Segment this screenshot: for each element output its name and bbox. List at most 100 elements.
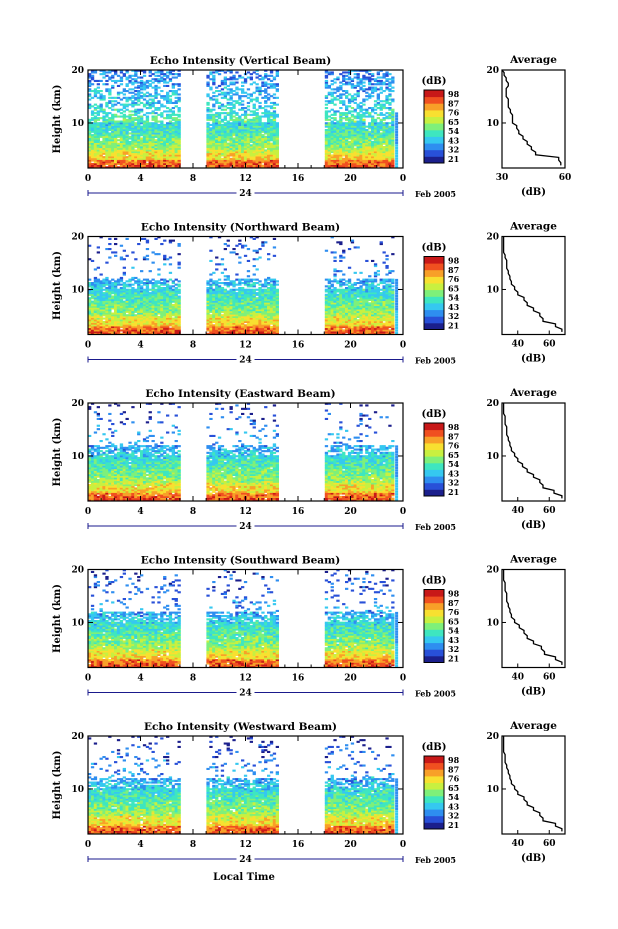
heatmap-cell: [206, 118, 210, 121]
heatmap-cell: [365, 88, 369, 91]
heatmap-cell: [166, 122, 170, 125]
heatmap-cell: [88, 84, 92, 87]
heatmap-cell: [333, 166, 337, 169]
heatmap-cell: [209, 278, 213, 281]
heatmap-cell: [353, 130, 357, 133]
heatmap-cell: [163, 73, 167, 76]
heatmap-cell: [232, 81, 236, 84]
heatmap-cell: [168, 139, 173, 142]
heatmap-cell: [99, 302, 103, 305]
heatmap-cell: [119, 154, 124, 157]
heatmap-cell: [217, 140, 222, 143]
heatmap-cell: [119, 123, 124, 126]
heatmap-cell: [339, 159, 343, 162]
heatmap-cell: [391, 162, 395, 165]
heatmap-cell: [258, 125, 262, 128]
heatmap-cell: [241, 151, 245, 154]
heatmap-cell: [88, 305, 92, 308]
heatmap-cell: [220, 263, 225, 266]
heatmap-cell: [168, 122, 173, 125]
heatmap-cell: [154, 118, 158, 121]
heatmap-cell: [353, 151, 357, 154]
heatmap-cell: [206, 76, 210, 79]
heatmap-cell: [177, 166, 181, 169]
heatmap-cell: [142, 132, 147, 135]
heatmap-cell: [272, 103, 277, 106]
heatmap-cell: [373, 103, 378, 106]
heatmap-cell: [395, 152, 399, 155]
heatmap-cell: [336, 149, 340, 152]
heatmap-cell: [88, 83, 92, 86]
heatmap-cell: [105, 88, 109, 91]
heatmap-cell: [134, 112, 138, 115]
heatmap-cell: [102, 139, 106, 142]
heatmap-cell: [93, 320, 98, 323]
heatmap-cell: [148, 159, 152, 162]
heatmap-cell: [342, 139, 346, 142]
heatmap-cell: [99, 287, 103, 290]
heatmap-cell: [353, 76, 357, 79]
heatmap-cell: [177, 125, 181, 128]
heatmap-cell: [391, 130, 395, 133]
heatmap-cell: [108, 107, 112, 110]
heatmap-cell: [142, 144, 147, 147]
heatmap-cell: [333, 78, 337, 81]
heatmap-cell: [122, 144, 126, 147]
heatmap-cell: [142, 93, 147, 96]
heatmap-cell: [215, 147, 219, 150]
heatmap-cell: [111, 103, 115, 106]
heatmap-cell: [376, 95, 380, 98]
heatmap-cell: [232, 147, 236, 150]
heatmap-cell: [122, 140, 126, 143]
heatmap-cell: [353, 149, 357, 152]
heatmap-cell: [114, 100, 118, 103]
heatmap-cell: [272, 159, 277, 162]
heatmap-cell: [137, 115, 141, 118]
date-label: Feb 2005: [415, 189, 456, 199]
heatmap-cell: [243, 324, 248, 327]
heatmap-cell: [105, 162, 109, 165]
heatmap-cell: [111, 157, 115, 160]
heatmap-cell: [382, 125, 386, 128]
heatmap-cell: [217, 127, 222, 130]
heatmap-cell: [385, 140, 389, 143]
heatmap-cell: [90, 118, 95, 121]
heatmap-cell: [226, 154, 230, 157]
heatmap-cell: [350, 95, 355, 98]
heatmap-cell: [114, 159, 118, 162]
heatmap-cell: [368, 132, 372, 135]
heatmap-cell: [88, 329, 92, 332]
heatmap-cell: [111, 117, 115, 120]
heatmap-cell: [258, 152, 262, 155]
heatmap-cell: [353, 101, 357, 104]
heatmap-cell: [177, 74, 181, 77]
heatmap-cell: [261, 81, 265, 84]
heatmap-cell: [385, 164, 389, 167]
heatmap-cell: [391, 166, 395, 169]
heatmap-cell: [209, 157, 213, 160]
heatmap-cell: [116, 84, 121, 87]
heatmap-cell: [333, 135, 337, 138]
heatmap-cell: [235, 146, 239, 149]
heatmap-cell: [241, 147, 245, 150]
heatmap-cell: [368, 161, 372, 164]
heatmap-cell: [177, 129, 181, 132]
heatmap-cell: [220, 154, 225, 157]
heatmap-cell: [174, 161, 178, 164]
heatmap-cell: [102, 164, 106, 167]
heatmap-cell: [151, 86, 155, 89]
heatmap-cell: [249, 147, 253, 150]
heatmap-cell: [365, 130, 369, 133]
heatmap-cell: [114, 144, 118, 147]
heatmap-cell: [368, 137, 372, 140]
heatmap-cell: [229, 69, 233, 72]
heatmap-cell: [220, 96, 225, 99]
heatmap-cell: [114, 134, 118, 137]
heatmap-cell: [171, 164, 175, 167]
heatmap-cell: [88, 278, 92, 281]
heatmap-cell: [88, 322, 92, 325]
heatmap-cell: [275, 135, 279, 138]
heatmap-cell: [137, 144, 141, 147]
heatmap-cell: [111, 149, 115, 152]
heatmap-cell: [88, 144, 92, 147]
